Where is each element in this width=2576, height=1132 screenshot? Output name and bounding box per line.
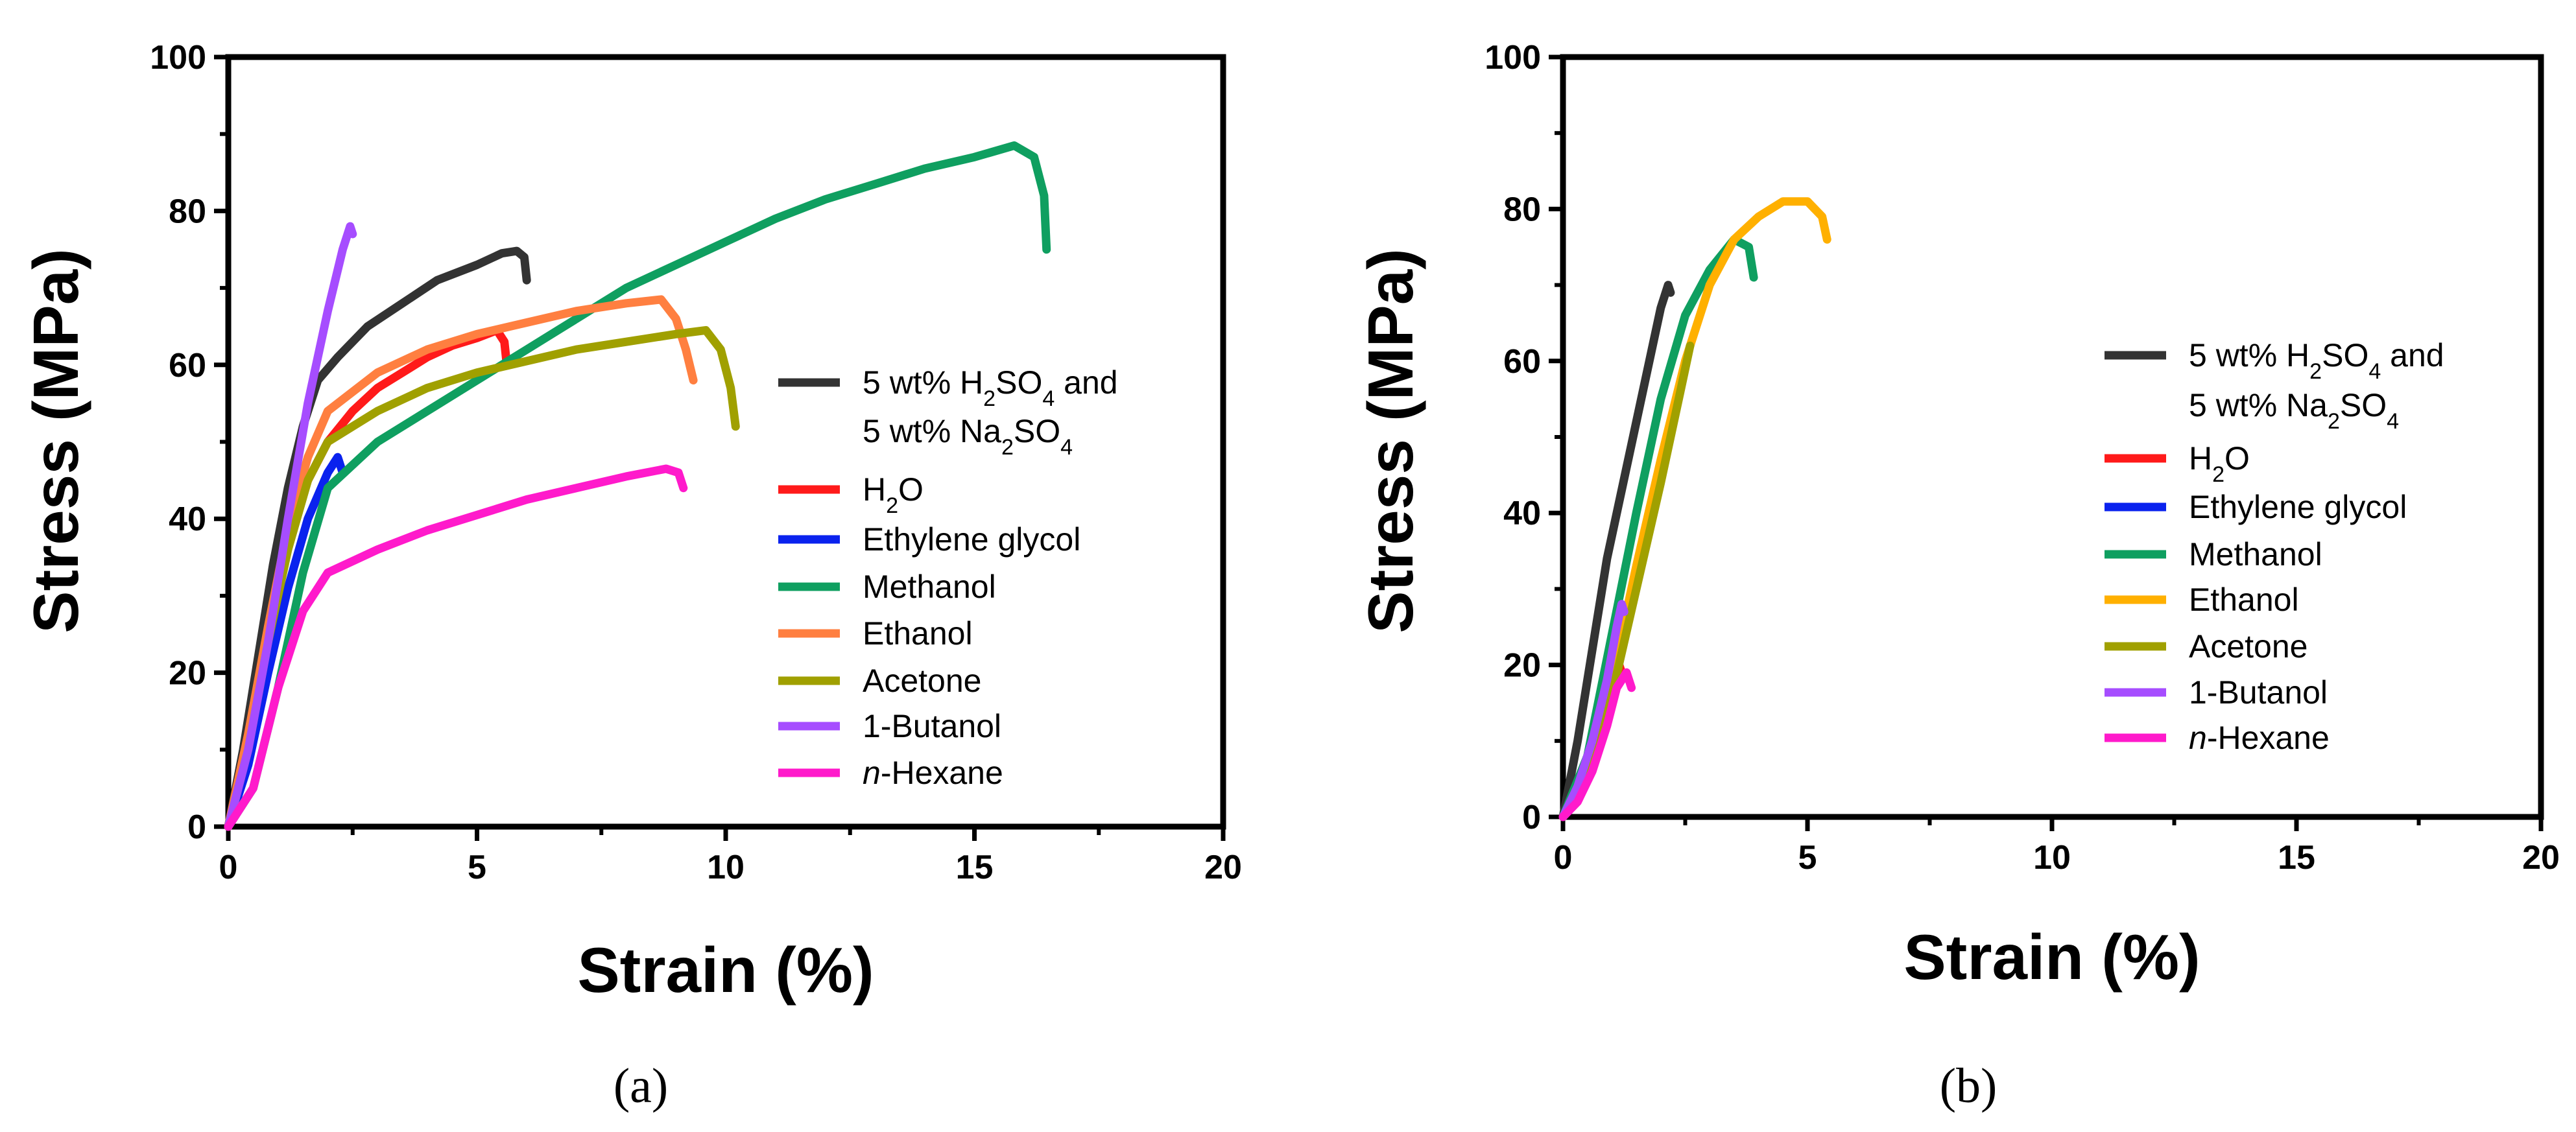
b-legend-label-1-butanol: 1-Butanol <box>2189 674 2328 711</box>
a-legend-label-acetone: Acetone <box>863 663 981 699</box>
b-x-tick-label: 0 <box>1554 839 1573 877</box>
a-y-tick-label: 60 <box>169 347 206 384</box>
a-legend-label-1-butanol: 1-Butanol <box>863 708 1001 744</box>
b-series-5-wt-h2so4-and-5-wt-na2so4 <box>1558 281 1675 821</box>
a-series-1-butanol <box>224 222 357 831</box>
b-y-tick-label: 20 <box>1503 647 1541 685</box>
a-y-tick-label: 100 <box>150 39 206 77</box>
a-legend-label-line2: 5 wt% Na2SO4 <box>863 413 1073 460</box>
b-legend-label-methanol: Methanol <box>2189 536 2322 572</box>
a-legend-label-h2o: H2O <box>863 471 924 518</box>
b-x-tick-label: 5 <box>1798 839 1817 877</box>
b-x-tick-label: 10 <box>2033 839 2071 877</box>
a-x-tick-label: 20 <box>1204 849 1242 886</box>
b-x-axis-title: Strain (%) <box>1903 921 2200 993</box>
a-series-n-hexane <box>224 464 688 831</box>
a-series-methanol <box>224 141 1051 831</box>
b-y-tick-label: 80 <box>1503 191 1541 228</box>
b-y-tick-label: 0 <box>1522 799 1541 836</box>
a-legend-label-methanol: Methanol <box>863 569 996 605</box>
b-legend-label-h2o: H2O <box>2189 440 2250 487</box>
panel-a-chart: 0 5 10 15 20 0 20 40 60 80 100 Strain (%) Stress (MP… <box>20 39 1242 1113</box>
a-legend-label-ethylene-glycol: Ethylene glycol <box>863 521 1080 558</box>
b-legend-label-ethanol: Ethanol <box>2189 582 2299 618</box>
b-panel-label: (b) <box>1940 1059 1998 1113</box>
a-y-tick-label: 20 <box>169 655 206 692</box>
a-panel-label: (a) <box>614 1059 668 1113</box>
b-x-tick-label: 15 <box>2278 839 2315 877</box>
a-x-tick-label: 15 <box>956 849 994 886</box>
a-y-axis-title: Stress (MPa) <box>20 248 91 633</box>
a-legend-label-ethanol: Ethanol <box>863 615 973 652</box>
b-series-1-butanol <box>1558 600 1628 821</box>
b-legend-label-n-hexane: n-Hexane <box>2189 720 2330 756</box>
b-legend-label-line1: 5 wt% H2SO4 and <box>2189 337 2444 384</box>
a-y-tick-label: 0 <box>187 808 206 846</box>
b-y-tick-label: 40 <box>1503 495 1541 532</box>
panel-b-chart: 0 5 10 15 20 0 20 40 60 80 100 Strain (%) Stress (MP… <box>1355 39 2560 1113</box>
b-x-tick-label: 20 <box>2522 839 2560 877</box>
a-y-tick-label: 80 <box>169 193 206 230</box>
a-x-tick-label: 10 <box>707 849 745 886</box>
b-legend-label-line2: 5 wt% Na2SO4 <box>2189 387 2399 434</box>
b-y-tick-label: 60 <box>1503 343 1541 381</box>
a-y-tick-label: 40 <box>169 501 206 538</box>
b-y-axis-title: Stress (MPa) <box>1355 248 1426 633</box>
b-y-tick-label: 100 <box>1485 39 1541 77</box>
a-legend-label-n-hexane: n-Hexane <box>863 755 1003 791</box>
b-legend-label-acetone: Acetone <box>2189 628 2308 665</box>
b-series-n-hexane <box>1558 668 1636 821</box>
a-x-tick-label: 0 <box>219 849 238 886</box>
a-legend-label-line1: 5 wt% H2SO4 and <box>863 364 1118 411</box>
b-plot-frame <box>1560 54 2544 820</box>
b-legend-label-ethylene-glycol: Ethylene glycol <box>2189 489 2407 525</box>
a-x-tick-label: 5 <box>468 849 486 886</box>
a-series-5-wt-h2so4-and-5-wt-na2so4 <box>224 246 531 831</box>
a-x-axis-title: Strain (%) <box>577 934 874 1006</box>
